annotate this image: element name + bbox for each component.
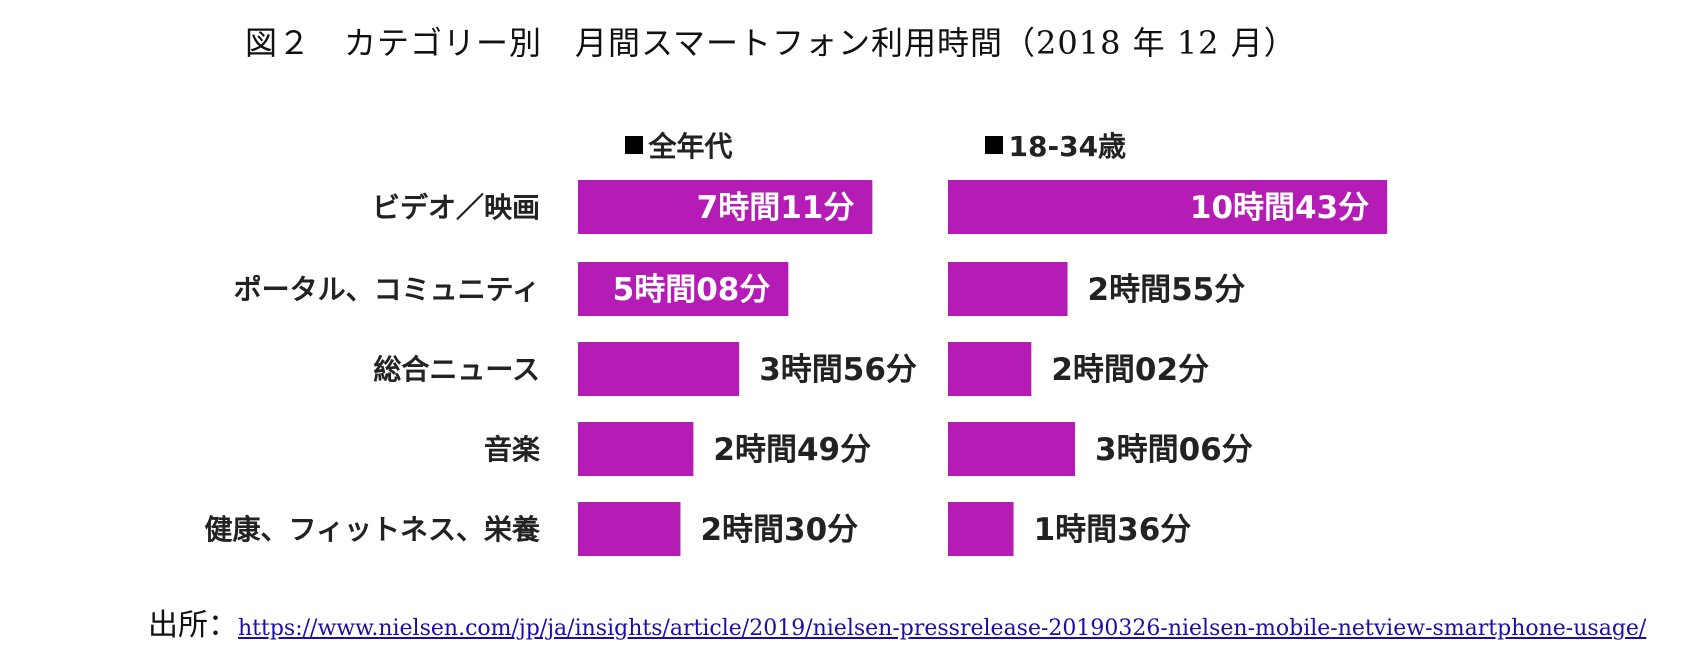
data-label: 5時間08分 — [613, 272, 771, 308]
source-label: 出所： — [148, 608, 238, 643]
bar — [948, 502, 1014, 556]
data-label: 3時間06分 — [1095, 432, 1253, 468]
bar — [578, 502, 681, 556]
data-label: 10時間43分 — [1190, 190, 1369, 226]
category-label: 音楽 — [484, 433, 540, 466]
category-label: ビデオ／映画 — [372, 191, 540, 224]
data-label: 7時間11分 — [697, 190, 855, 226]
bar — [578, 262, 789, 316]
data-label: 1時間36分 — [1034, 512, 1192, 548]
bar — [948, 342, 1032, 396]
category-label: ポータル、コミュニティ — [234, 273, 540, 306]
legend-label: 18-34歳 — [1008, 130, 1127, 163]
data-label: 2時間49分 — [713, 432, 871, 468]
legend-swatch — [984, 136, 1003, 154]
bar — [578, 342, 740, 396]
category-label: 総合ニュース — [373, 353, 540, 386]
legend-item-all-ages: 全年代 — [605, 92, 733, 165]
legend-item-18-34: 18-34歳 — [965, 92, 1126, 165]
chart-title: 図２ カテゴリー別 月間スマートフォン利用時間（2018 年 12 月） — [245, 24, 1297, 62]
data-label: 2時間02分 — [1051, 352, 1209, 388]
data-label: 2時間30分 — [700, 512, 858, 548]
source-link[interactable]: https://www.nielsen.com/jp/ja/insights/a… — [238, 616, 1647, 641]
legend-label: 全年代 — [648, 130, 733, 163]
bar — [948, 180, 1388, 234]
source-note: 出所：https://www.nielsen.com/jp/ja/insight… — [148, 600, 1646, 644]
category-label: 健康、フィットネス、栄養 — [205, 513, 540, 546]
bar — [948, 262, 1068, 316]
data-label: 2時間55分 — [1088, 272, 1246, 308]
bar — [578, 422, 694, 476]
legend-swatch — [624, 136, 643, 154]
data-label: 3時間56分 — [759, 352, 917, 388]
bar — [578, 180, 873, 234]
bar — [948, 422, 1076, 476]
